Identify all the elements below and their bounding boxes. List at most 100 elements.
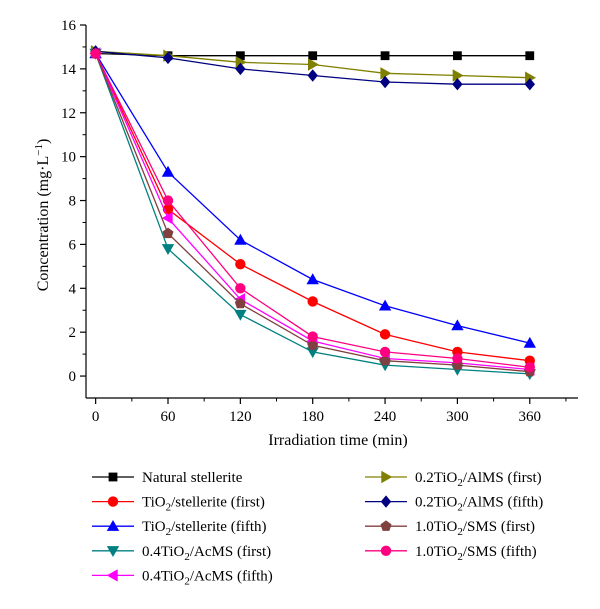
data-point: [453, 51, 462, 61]
legend-label-text: /AlMS (first): [463, 470, 542, 486]
legend-item: TiO2/stellerite (fifth): [92, 519, 267, 538]
legend-label-text: 0.4TiO: [142, 568, 185, 584]
legend-label-text: 0.4TiO: [142, 544, 185, 560]
legend-label-subscript: 2: [184, 551, 190, 563]
series-4: [89, 48, 536, 381]
data-point: [90, 48, 101, 59]
x-tick-label: 300: [446, 409, 469, 425]
legend-item: Natural stellerite: [92, 470, 243, 486]
legend-label-subscript: 2: [457, 502, 463, 514]
data-point: [308, 51, 318, 61]
series-line: [95, 53, 530, 368]
legend-label: 0.4TiO2/AcMS (fifth): [142, 568, 273, 587]
series-layer: [89, 45, 536, 381]
legend-label: 0.4TiO2/AcMS (first): [142, 544, 271, 563]
legend-item: 0.2TiO2/AlMS (fifth): [365, 495, 543, 514]
data-point: [308, 58, 319, 71]
data-point: [235, 62, 246, 76]
legend-item: TiO2/stellerite (first): [92, 495, 265, 514]
data-point: [162, 195, 174, 206]
legend-label-subscript: 2: [457, 551, 463, 563]
legend: Natural stellerite TiO2/stellerite (first…: [92, 470, 543, 587]
data-point: [525, 51, 535, 61]
y-tick-label: 10: [61, 150, 76, 166]
data-point: [452, 69, 464, 82]
legend-item: 0.4TiO2/AcMS (fifth): [92, 568, 273, 587]
data-point: [307, 296, 318, 307]
legend-marker: [380, 495, 392, 508]
x-tick-label: 360: [519, 409, 542, 425]
legend-label-text: /AlMS (fifth): [463, 495, 543, 511]
legend-marker: [108, 472, 118, 482]
x-tick-label: 180: [301, 409, 324, 425]
data-point: [379, 354, 391, 366]
data-point: [162, 227, 174, 239]
y-axis-title-main: Concentration (mg·L: [35, 156, 52, 292]
y-tick-label: 16: [61, 18, 77, 34]
data-point: [161, 211, 173, 225]
series-7: [90, 45, 535, 91]
legend-label: 1.0TiO2/SMS (first): [415, 519, 535, 538]
legend-label-subscript: 2: [166, 502, 172, 514]
legend-marker: [106, 546, 120, 557]
legend-label-text: TiO: [142, 519, 166, 535]
y-axis-title: Concentration (mg·L−1): [33, 139, 52, 292]
legend-label: 0.2TiO2/AlMS (first): [415, 470, 542, 489]
data-point: [234, 309, 247, 321]
legend-label: TiO2/stellerite (fifth): [142, 519, 267, 538]
data-point: [378, 299, 392, 311]
data-point: [523, 336, 536, 348]
data-point: [379, 329, 391, 340]
legend-label: TiO2/stellerite (first): [142, 495, 265, 514]
x-tick-label: 240: [374, 409, 397, 425]
data-point: [379, 75, 391, 89]
x-tick-label: 0: [92, 409, 100, 425]
series-line: [95, 53, 530, 371]
y-axis-title-superscript: −1: [33, 144, 45, 156]
data-point: [452, 78, 463, 91]
series-5: [89, 47, 535, 376]
axes-layer: 0 60 120 180 240 300 360 0 2 4 6 8 10 12 14 16: [61, 18, 578, 425]
data-point: [234, 233, 247, 245]
series-8: [90, 47, 536, 377]
series-9: [90, 48, 535, 373]
series-line: [95, 53, 530, 362]
data-point: [161, 244, 175, 255]
data-point: [307, 69, 318, 82]
legend-item: 0.4TiO2/AcMS (first): [92, 544, 271, 563]
y-tick-label: 8: [69, 194, 77, 210]
legend-marker: [381, 470, 393, 484]
legend-item: 1.0TiO2/SMS (first): [365, 519, 535, 538]
series-line: [94, 53, 530, 373]
legend-marker: [380, 545, 392, 556]
legend-item: 1.0TiO2/SMS (fifth): [365, 544, 537, 563]
data-point: [234, 297, 246, 309]
data-point: [380, 67, 392, 80]
legend-label-text: TiO: [142, 495, 166, 511]
legend-marker: [106, 569, 118, 582]
legend-label-text: 1.0TiO: [415, 544, 458, 560]
legend-label: 0.2TiO2/AlMS (fifth): [415, 495, 543, 514]
data-point: [235, 258, 246, 270]
series-3: [89, 47, 536, 348]
legend-marker: [106, 520, 120, 531]
y-tick-label: 0: [69, 369, 77, 385]
legend-marker: [107, 496, 119, 507]
legend-label-text: /SMS (first): [463, 519, 535, 535]
legend-item: 0.2TiO2/AlMS (first): [365, 470, 542, 489]
y-tick-label: 12: [61, 106, 76, 122]
legend-label-subscript: 2: [184, 575, 190, 587]
data-point: [307, 339, 319, 350]
legend-label-text: /SMS (fifth): [463, 544, 537, 560]
x-tick-label: 60: [161, 409, 176, 425]
legend-label-text: 0.2TiO: [415, 470, 458, 486]
y-tick-label: 6: [69, 237, 77, 253]
legend-label-text: /AcMS (first): [190, 544, 271, 560]
data-point: [451, 319, 464, 331]
legend-label-text: 1.0TiO: [415, 519, 458, 535]
y-tick-label: 4: [69, 281, 77, 297]
data-point: [161, 165, 175, 177]
legend-label-subscript: 2: [457, 477, 463, 489]
data-point: [235, 283, 246, 294]
